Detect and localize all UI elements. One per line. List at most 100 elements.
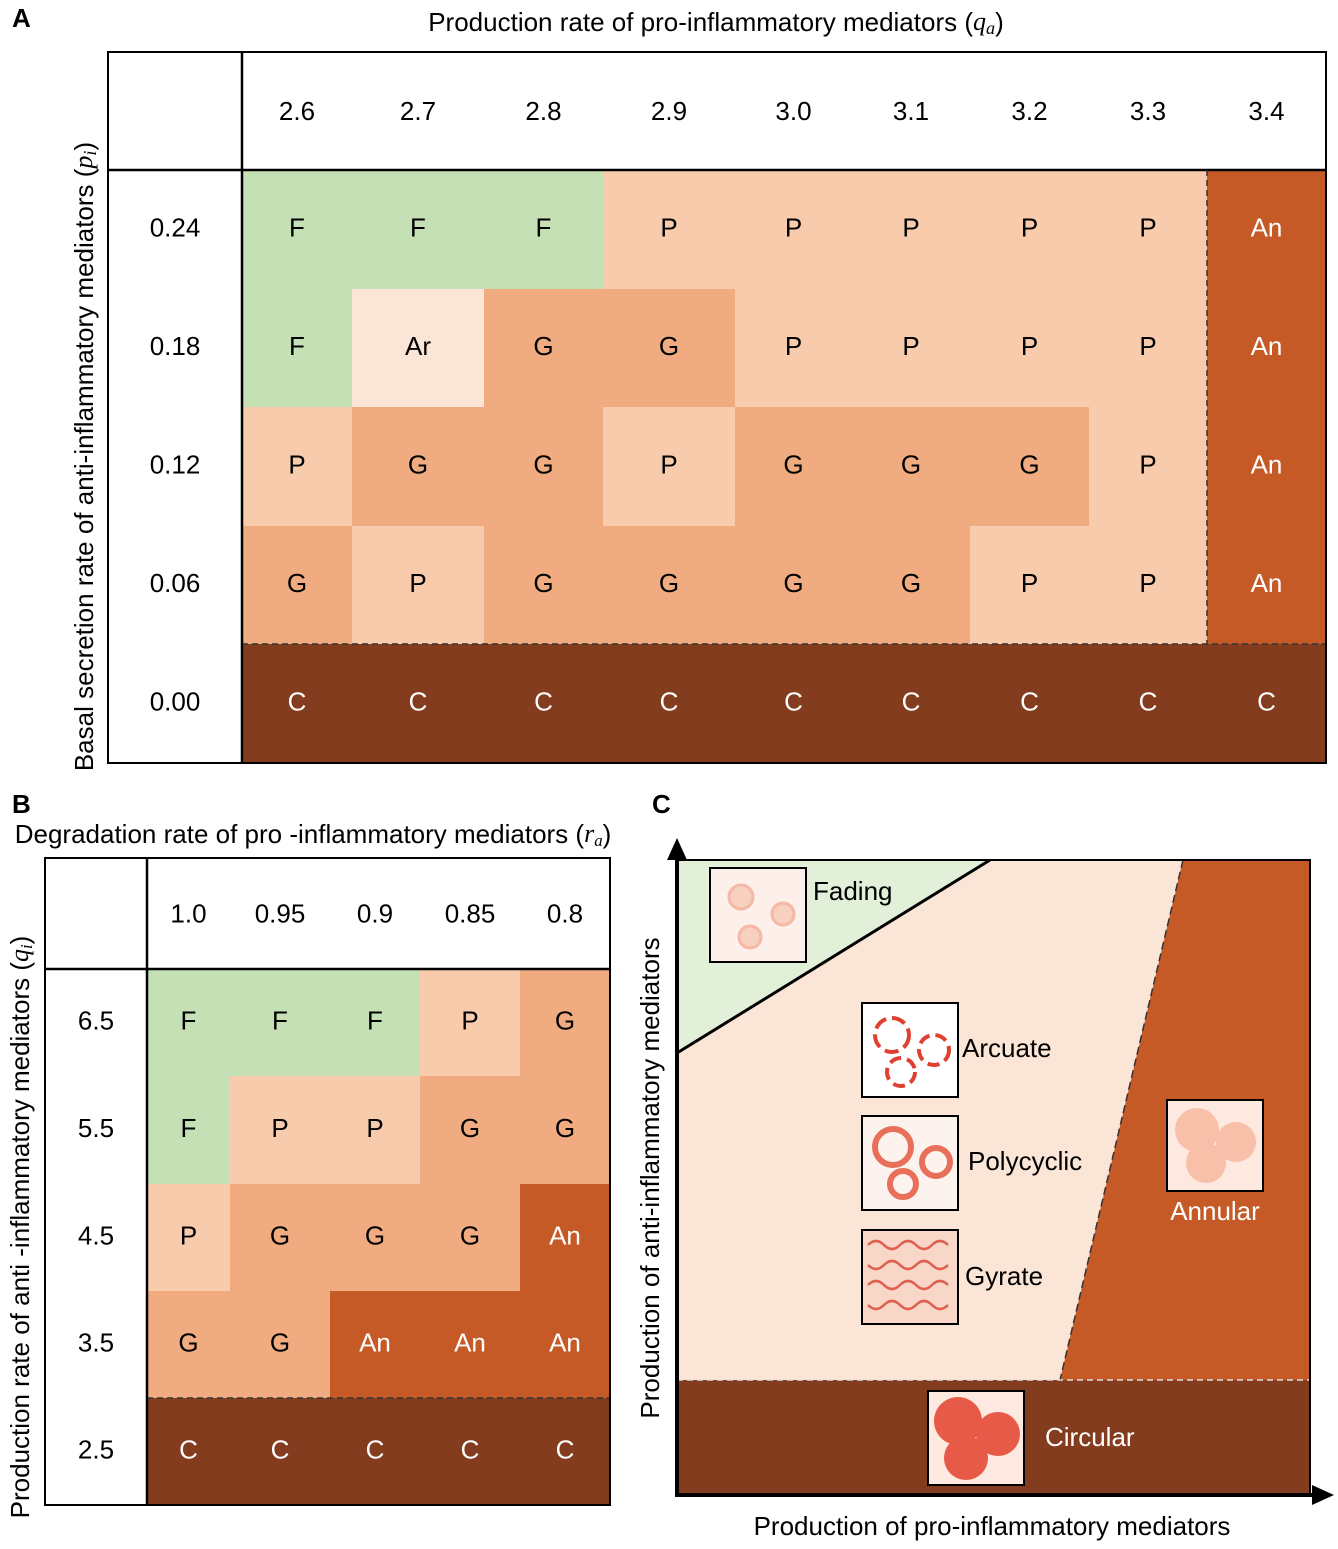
- title-symbol: q: [973, 7, 986, 36]
- cell-label: G: [533, 449, 553, 479]
- column-header: 0.85: [445, 898, 496, 928]
- column-header: 3.4: [1248, 96, 1284, 126]
- title-text: Basal secretion rate of anti-inflammator…: [69, 168, 99, 771]
- cell-label: C: [271, 1434, 290, 1464]
- column-header: 2.7: [400, 96, 436, 126]
- cell-label: P: [785, 212, 802, 242]
- title-close: ): [5, 936, 35, 945]
- cell-label: G: [365, 1220, 385, 1250]
- cell-label: F: [367, 1005, 383, 1035]
- cell-label: C: [288, 686, 307, 716]
- cell-label: F: [181, 1005, 197, 1035]
- icon-gyrate: [862, 1230, 958, 1324]
- cell-label: C: [1139, 686, 1158, 716]
- column-header: 0.8: [547, 898, 583, 928]
- region-label: Gyrate: [965, 1261, 1043, 1291]
- arrow: [667, 838, 687, 860]
- cell-label: G: [408, 449, 428, 479]
- cell-label: G: [659, 331, 679, 361]
- column-header: 3.1: [893, 96, 929, 126]
- cell-label: C: [660, 686, 679, 716]
- column-header: 0.9: [357, 898, 393, 928]
- region-label: Circular: [1045, 1422, 1135, 1452]
- cell-label: C: [179, 1434, 198, 1464]
- cell-label: P: [1021, 212, 1038, 242]
- panel-label: B: [12, 789, 31, 819]
- cell-label: P: [1139, 449, 1156, 479]
- cell-label: An: [549, 1327, 581, 1357]
- cell-label: G: [460, 1220, 480, 1250]
- cell-label: P: [180, 1220, 197, 1250]
- column-header: 2.8: [525, 96, 561, 126]
- cell-label: G: [533, 568, 553, 598]
- region-label: Arcuate: [962, 1033, 1052, 1063]
- cell-label: G: [783, 449, 803, 479]
- column-header: 1.0: [170, 898, 206, 928]
- cell-label: F: [289, 331, 305, 361]
- cell-label: P: [461, 1005, 478, 1035]
- cell-label: An: [359, 1327, 391, 1357]
- cell-label: P: [902, 331, 919, 361]
- cell-label: P: [785, 331, 802, 361]
- row-header: 2.5: [78, 1434, 114, 1464]
- cell-label: F: [410, 212, 426, 242]
- y-axis-label: Production of anti-inflammatory mediator…: [635, 937, 665, 1418]
- row-header: 0.24: [150, 212, 201, 242]
- row-header: 3.5: [78, 1327, 114, 1357]
- cell-label: P: [660, 449, 677, 479]
- cell-label: C: [366, 1434, 385, 1464]
- row-header: 4.5: [78, 1220, 114, 1250]
- title-close: ): [995, 7, 1004, 37]
- axis-title: Basal secretion rate of anti-inflammator…: [69, 142, 100, 771]
- column-header: 0.95: [255, 898, 306, 928]
- cell-label: An: [1251, 331, 1283, 361]
- cell-label: P: [1139, 212, 1156, 242]
- row-header: 6.5: [78, 1005, 114, 1035]
- cell-label: G: [555, 1005, 575, 1035]
- panel-label: C: [652, 789, 671, 819]
- cell-label: P: [1021, 568, 1038, 598]
- cell-label: An: [1251, 212, 1283, 242]
- icon-arcuate: [862, 1003, 958, 1097]
- cell-label: C: [534, 686, 553, 716]
- cell-label: C: [461, 1434, 480, 1464]
- title-symbol: q: [5, 949, 34, 962]
- row-header: 0.06: [150, 568, 201, 598]
- cell-label: F: [181, 1113, 197, 1143]
- title-close: ): [603, 819, 612, 849]
- row-header: 0.18: [150, 331, 201, 361]
- title-symbol: p: [69, 156, 98, 171]
- figure: AProduction rate of pro-inflammatory med…: [0, 0, 1338, 1544]
- cell-label: C: [1020, 686, 1039, 716]
- cell-label: G: [533, 331, 553, 361]
- icon-polycyclic: [862, 1116, 958, 1210]
- icon-annular: [1167, 1100, 1263, 1191]
- icon-circular: [928, 1391, 1024, 1485]
- x-axis-label: Production of pro-inflammatory mediators: [754, 1511, 1231, 1541]
- cell-label: G: [901, 449, 921, 479]
- cell-label: F: [289, 212, 305, 242]
- title-text: Degradation rate of pro -inflammatory me…: [15, 819, 585, 849]
- cell-label: An: [1251, 449, 1283, 479]
- cell-label: C: [902, 686, 921, 716]
- axis-title: Production rate of anti -inflammatory me…: [5, 936, 36, 1519]
- cell-label: C: [556, 1434, 575, 1464]
- column-header: 3.3: [1130, 96, 1166, 126]
- region-label: Polycyclic: [968, 1146, 1082, 1176]
- column-header: 2.6: [279, 96, 315, 126]
- cell-label: C: [784, 686, 803, 716]
- column-header: 3.0: [775, 96, 811, 126]
- title-subscript: a: [594, 831, 602, 850]
- cell-label: G: [270, 1220, 290, 1250]
- cell-label: C: [409, 686, 428, 716]
- cell-label: An: [454, 1327, 486, 1357]
- cell-label: P: [409, 568, 426, 598]
- title-close: ): [69, 142, 99, 151]
- cell-label: P: [1139, 568, 1156, 598]
- row-header: 5.5: [78, 1113, 114, 1143]
- cell-label: F: [272, 1005, 288, 1035]
- cell-label: P: [1139, 331, 1156, 361]
- title-text: Production rate of anti -inflammatory me…: [5, 962, 35, 1519]
- title-subscript: a: [986, 18, 995, 38]
- cell-label: F: [536, 212, 552, 242]
